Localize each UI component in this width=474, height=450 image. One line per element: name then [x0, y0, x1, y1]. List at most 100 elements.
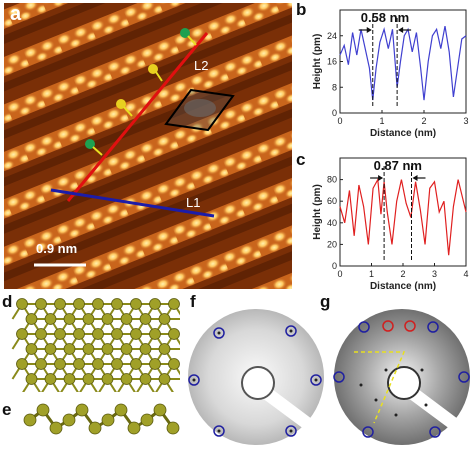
panel-label-e: e	[2, 400, 12, 419]
y-axis-label: Height (pm)	[312, 184, 323, 240]
x-tick-label: 2	[400, 269, 405, 279]
atom	[35, 328, 47, 340]
panel-label-b: b	[296, 0, 307, 19]
atom	[36, 403, 50, 417]
atom	[73, 298, 85, 310]
x-tick-label: 0	[337, 116, 342, 126]
atom	[111, 328, 123, 340]
atom	[168, 328, 180, 340]
x-axis-label: Distance (nm)	[370, 281, 436, 292]
leed-spot	[285, 325, 297, 337]
atom	[130, 358, 142, 370]
atom	[73, 328, 85, 340]
line-label-L1: L1	[186, 195, 201, 210]
atom	[158, 313, 171, 325]
panel-label-d: d	[2, 292, 13, 311]
atom	[140, 413, 154, 427]
atom	[101, 413, 115, 427]
x-tick-label: 3	[463, 116, 468, 126]
arrow-head-left	[378, 175, 384, 181]
atom	[63, 373, 76, 385]
atom	[139, 373, 152, 385]
chart-b: 0 1 2 3 0 8 16 24 Distance (nm) Height (pm) 0.58 n…	[312, 9, 469, 139]
x-axis-label: Distance (nm)	[370, 128, 436, 139]
line-L1	[50, 188, 215, 218]
atom	[54, 328, 66, 340]
atom	[16, 298, 28, 310]
atom	[82, 373, 95, 385]
atom	[168, 358, 180, 370]
leed-spot	[285, 425, 297, 437]
y-tick-label: 16	[327, 57, 337, 67]
spacing-annotation: 0.58 nm	[361, 10, 409, 25]
y-tick-label: 0	[332, 108, 337, 118]
atom	[120, 343, 133, 355]
leed-spot-red	[404, 320, 416, 332]
atom	[149, 358, 161, 370]
leed-spot	[310, 374, 322, 386]
atom	[54, 298, 66, 310]
panel-d: d	[0, 292, 185, 395]
atom	[114, 403, 128, 417]
panel-label-c: c	[296, 150, 306, 169]
leed-spot	[333, 371, 345, 383]
green-marker	[85, 139, 103, 156]
atom	[130, 328, 142, 340]
panel-a: a L2 L1 0.9 nm	[4, 3, 292, 289]
atom	[63, 313, 76, 325]
leed-spot	[213, 425, 225, 437]
series-line	[339, 177, 467, 256]
atom	[62, 413, 76, 427]
panel-label-a: a	[10, 3, 22, 25]
atom	[44, 373, 57, 385]
stm-image	[4, 3, 292, 289]
atom	[16, 328, 28, 340]
atom	[63, 343, 76, 355]
atom	[111, 358, 123, 370]
atom	[23, 413, 37, 427]
atom	[101, 343, 114, 355]
atom	[35, 298, 47, 310]
spacing-annotation: 0.87 nm	[374, 158, 422, 173]
y-axis-label: Height (pm)	[312, 34, 323, 90]
atom	[149, 298, 161, 310]
y-tick-label: 20	[327, 239, 337, 249]
atom	[44, 343, 57, 355]
atom	[92, 298, 104, 310]
y-tick-label: 40	[327, 218, 337, 228]
arrow-head-left	[366, 27, 372, 33]
panel-b: 0 1 2 3 0 8 16 24 Distance (nm) Height (pm) 0.58 n…	[296, 0, 474, 145]
yellow-guide	[354, 351, 406, 424]
panel-label-f: f	[190, 292, 196, 311]
leed-spot-red	[382, 320, 394, 332]
atom	[127, 421, 141, 435]
series-line	[339, 25, 467, 101]
yellow-marker	[148, 64, 163, 82]
leed-spot	[213, 327, 225, 339]
atom	[44, 313, 57, 325]
leed-spot	[358, 321, 370, 333]
x-tick-label: 2	[421, 116, 426, 126]
leed-pattern-g	[333, 309, 470, 445]
leed-spot	[429, 426, 441, 438]
leed-spot	[362, 426, 374, 438]
yellow-marker	[116, 99, 133, 117]
scale-bar-label: 0.9 nm	[36, 241, 78, 256]
y-tick-label: 8	[332, 82, 337, 92]
atom	[149, 328, 161, 340]
plot-frame	[339, 157, 467, 267]
line-L2	[66, 32, 209, 202]
atom	[25, 343, 38, 355]
y-tick-label: 0	[332, 261, 337, 271]
atom	[158, 343, 171, 355]
atom	[25, 313, 38, 325]
atom	[130, 298, 142, 310]
plot-frame	[339, 9, 467, 114]
x-tick-label: 4	[463, 269, 468, 279]
atom	[120, 313, 133, 325]
atom	[153, 403, 167, 417]
atom	[73, 358, 85, 370]
y-tick-label: 80	[327, 175, 337, 185]
lattice-top-view	[11, 298, 185, 395]
